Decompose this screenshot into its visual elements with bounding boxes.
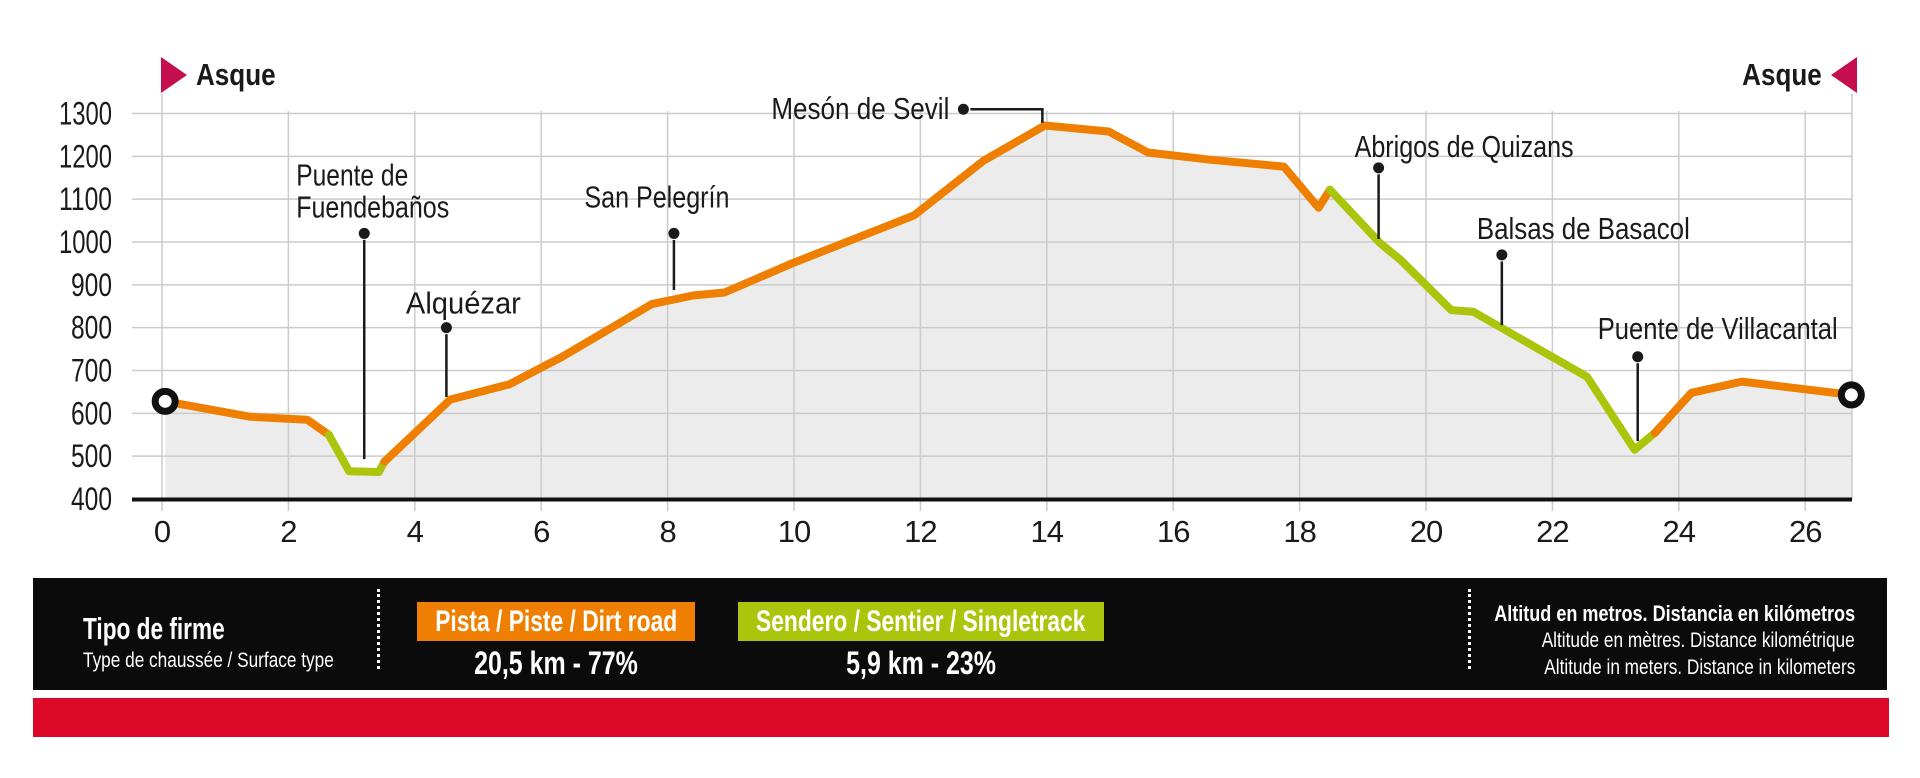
waypoint-callout-abrigos-de-quizans: Abrigos de Quizans [1355,129,1574,240]
y-tick-label: 1200 [59,138,112,174]
waypoint-label: Puente de [296,157,408,192]
units-note-fr: Altitude en mètres. Distance kilométriqu… [1542,629,1855,652]
legend-subtitle-text: Type de chaussée / Surface type [83,649,334,672]
elevation-area-fill [165,125,1852,499]
units-note-es: Altitud en metros. Distancia en kilómetr… [1494,601,1855,626]
y-tick-label: 800 [71,310,112,346]
route-end-flag: Asque [1727,56,1857,93]
waypoint-callout-alquezar: Alquézar [406,286,521,398]
waypoint-callout-balsas-de-basacol: Balsas de Basacol [1477,211,1690,326]
y-tick-label: 700 [71,353,112,389]
route-segment-sendero [324,430,389,476]
x-tick-label: 18 [1283,514,1315,549]
x-tick-label: 8 [659,514,675,549]
waypoint-label: Mesón de Sevil [771,91,949,126]
legend-title-text: Tipo de firme [83,611,225,646]
callout-dot [1496,249,1508,261]
waypoint-label: Alquézar [406,286,521,321]
callout-dot [1373,162,1385,174]
waypoint-label: Balsas de Basacol [1477,211,1690,246]
bottom-red-bar [33,698,1889,737]
waypoint-callout-meson-de-sevil: Mesón de Sevil [771,91,1044,126]
end-flag-triangle-icon [1831,56,1857,93]
x-tick-label: 12 [904,514,936,549]
units-note-en: Altitude in meters. Distance in kilomete… [1543,656,1855,679]
y-tick-label: 500 [71,438,112,474]
x-tick-label: 26 [1789,514,1821,549]
x-tick-label: 16 [1157,514,1189,549]
pista-badge: Pista / Piste / Dirt road [417,602,695,641]
sendero-badge-label: Sendero / Sentier / Singletrack [756,604,1086,638]
route-start-flag: Asque [161,56,291,93]
y-tick-label: 900 [71,267,112,303]
sendero-stats: 5,9 km - 23% [738,645,1104,682]
route-segment-pista [161,397,333,439]
legend-units-notes: Altitud en metros. Distancia en kilómetr… [1415,600,1855,681]
callout-dot [1632,351,1644,363]
y-tick-label: 1000 [59,224,112,260]
route-end-label: Asque [1742,56,1822,92]
callout-dot [957,103,969,115]
waypoint-label: San Pelegrín [584,179,729,214]
y-tick-label: 1100 [59,181,112,217]
legend-divider-left [377,589,380,669]
x-tick-label: 6 [533,514,549,549]
callout-dot [358,227,370,239]
y-tick-label: 600 [71,395,112,431]
pista-stats-text: 20,5 km - 77% [474,645,638,681]
x-tick-label: 4 [407,514,424,549]
route-segment-sendero [1325,185,1659,454]
x-tick-label: 24 [1663,514,1696,549]
sendero-badge: Sendero / Sentier / Singletrack [738,602,1104,641]
callout-elbow-line [970,107,1044,123]
legend-divider-right [1468,589,1471,669]
y-tick-label: 400 [71,481,112,517]
start-flag-triangle-icon [161,56,187,93]
y-tick-label: 1300 [59,96,112,132]
start-marker-ring [151,387,179,415]
legend-title: Tipo de firme [83,611,277,647]
x-tick-label: 22 [1536,514,1568,549]
x-tick-label: 0 [154,514,171,549]
route-segment-pista [380,121,1334,466]
route-start-label: Asque [196,56,276,92]
x-tick-label: 20 [1410,514,1443,549]
waypoint-label: Fuendebaños [296,189,449,224]
end-marker-ring [1837,381,1865,409]
legend-subtitle: Type de chaussée / Surface type [83,649,389,673]
waypoint-label: Puente de Villacantal [1598,311,1838,346]
route-segment-pista [1650,377,1856,437]
callout-dot [668,227,680,239]
waypoint-callout-puente-de-villacantal: Puente de Villacantal [1598,311,1838,442]
callout-dot [440,322,452,334]
pista-badge-label: Pista / Piste / Dirt road [434,604,678,638]
waypoint-label: Abrigos de Quizans [1355,129,1574,164]
x-tick-label: 14 [1031,514,1064,549]
x-tick-label: 2 [280,514,296,549]
sendero-stats-text: 5,9 km - 23% [846,645,996,681]
x-tick-label: 10 [778,514,811,549]
waypoint-callout-san-pelegrin: San Pelegrín [584,179,729,290]
pista-stats: 20,5 km - 77% [417,645,695,682]
